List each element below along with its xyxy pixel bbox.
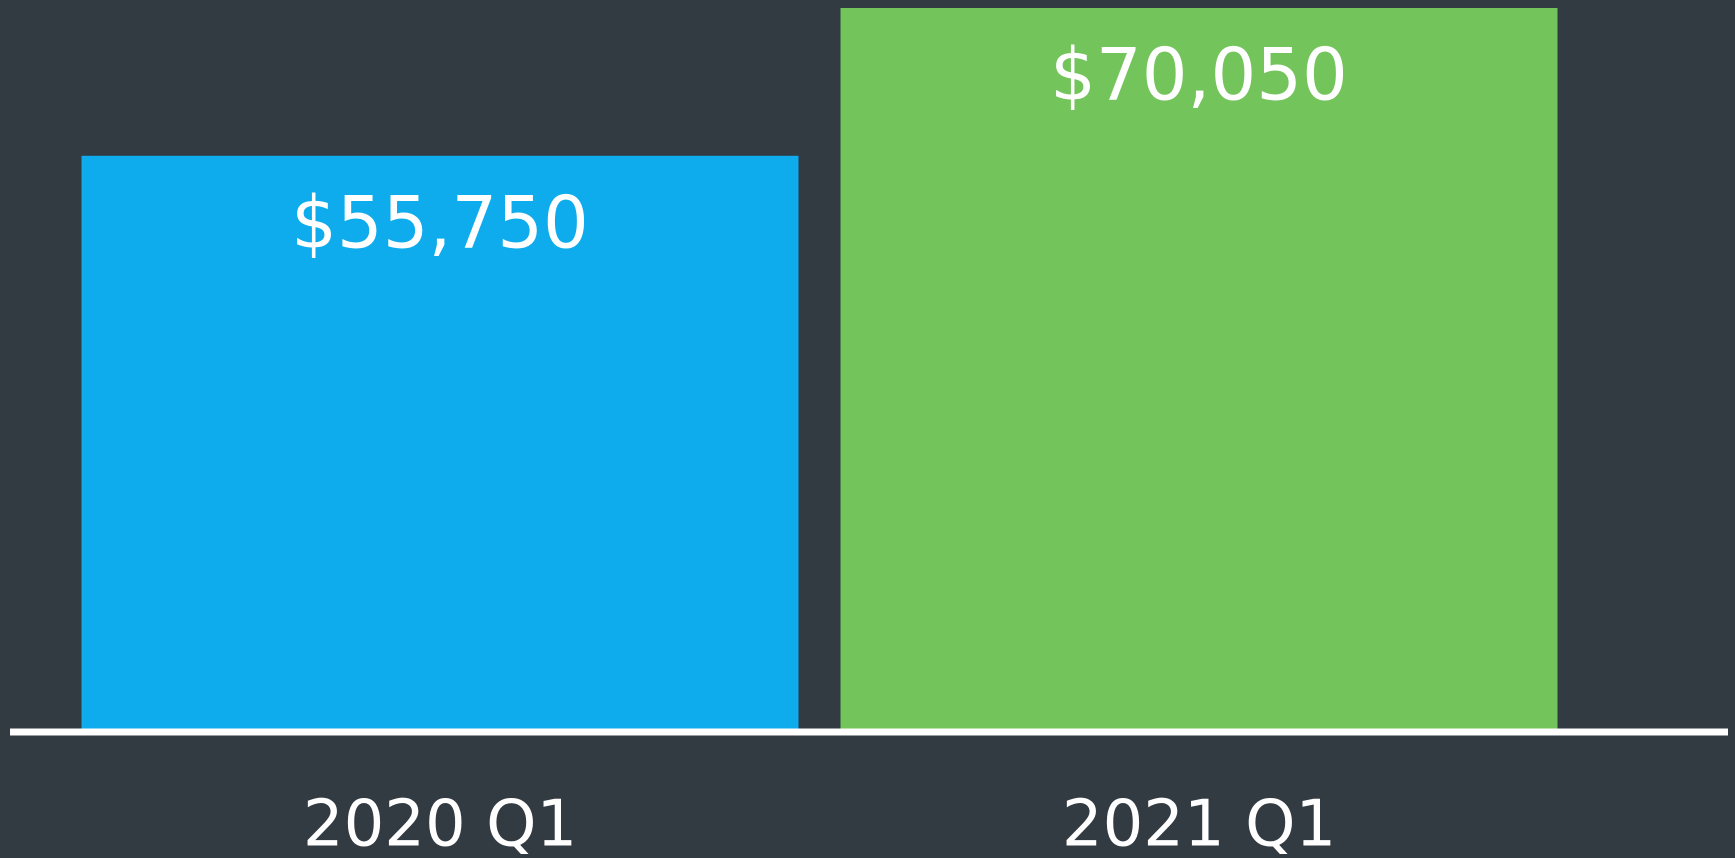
x-tick-label: 2021 Q1 bbox=[1062, 788, 1336, 858]
bar bbox=[840, 8, 1558, 732]
bar bbox=[81, 155, 799, 732]
x-tick-label: 2020 Q1 bbox=[303, 788, 577, 858]
value-label: $70,050 bbox=[1050, 33, 1348, 117]
value-label: $55,750 bbox=[291, 180, 589, 264]
